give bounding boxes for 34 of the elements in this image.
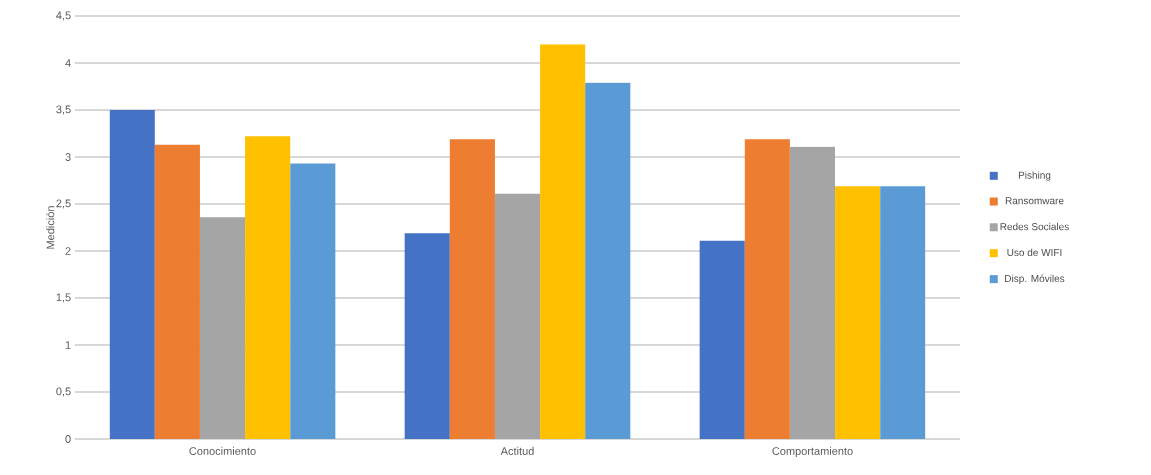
legend-label: Redes Sociales <box>1000 222 1069 231</box>
y-axis-title: Medición <box>46 206 55 249</box>
bar <box>199 217 246 439</box>
y-tick-label: 3 <box>65 153 71 161</box>
bar <box>245 136 291 439</box>
legend-label: Pishing <box>1018 171 1051 181</box>
y-tick-label: 4,5 <box>56 11 71 21</box>
bar <box>449 139 495 439</box>
y-tick-label: 2,5 <box>56 199 71 209</box>
bar <box>789 146 836 439</box>
y-tick-label: 3,5 <box>56 105 71 115</box>
legend-label: Ransomware <box>1005 197 1064 205</box>
legend-label: Disp. Móviles <box>1005 274 1065 285</box>
x-tick-label: Conocimiento <box>189 446 256 455</box>
y-tick-label: 1 <box>65 341 71 349</box>
bar <box>494 193 541 439</box>
bar <box>880 186 926 439</box>
y-tick-label: 0,5 <box>56 387 71 397</box>
x-tick-label: Actitud <box>500 446 534 455</box>
legend-label: Uso de WIFI <box>1007 248 1062 257</box>
y-tick-label: 0 <box>65 435 71 443</box>
y-tick-label: 2 <box>65 247 71 255</box>
bar <box>699 240 745 439</box>
bar <box>540 44 586 439</box>
bar <box>404 233 450 439</box>
bar <box>290 163 336 439</box>
y-tick-label: 1,5 <box>56 293 71 303</box>
bar <box>835 186 881 439</box>
bar <box>109 110 155 439</box>
bar <box>744 139 790 439</box>
y-tick-label: 4 <box>65 59 71 67</box>
bar <box>154 144 200 439</box>
bar <box>585 82 631 439</box>
x-tick-label: Comportamiento <box>772 446 853 458</box>
